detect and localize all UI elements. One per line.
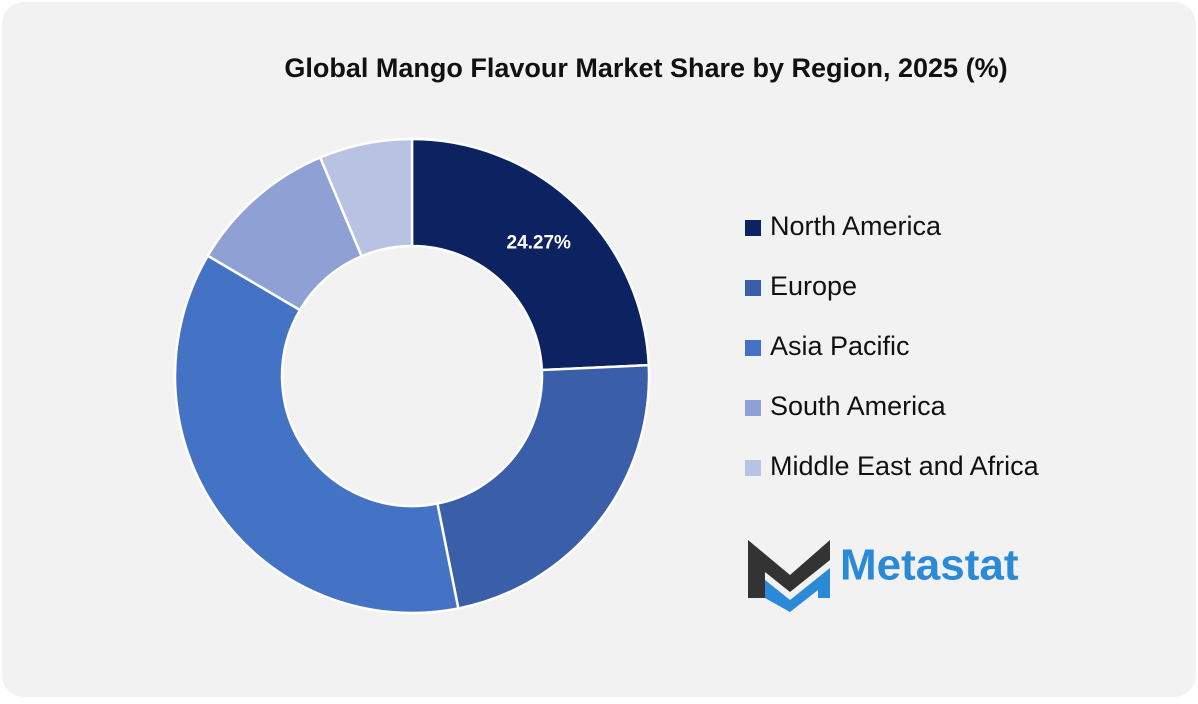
donut-slice [173,254,460,615]
legend-label: South America [770,391,947,421]
data-label: 24.27% [507,232,572,253]
legend-swatch [745,460,761,476]
legend-swatch [745,220,761,236]
donut-slice [318,137,414,258]
legend-label: Middle East and Africa [770,451,1040,481]
legend-label: Asia Pacific [770,331,910,361]
legend-label: North America [770,211,942,241]
brand-name: Metastat [840,541,1019,590]
legend-swatch [745,340,761,356]
legend-label: Europe [770,271,857,301]
brand-logo: Metastat [748,540,1019,612]
donut-slice [435,363,651,610]
donut-slice [410,137,651,372]
legend-swatch [745,280,761,296]
legend-swatch [745,400,761,416]
chart-title: Global Mango Flavour Market Share by Reg… [284,53,1007,83]
logo-icon [748,540,830,598]
logo-accent [765,568,830,612]
